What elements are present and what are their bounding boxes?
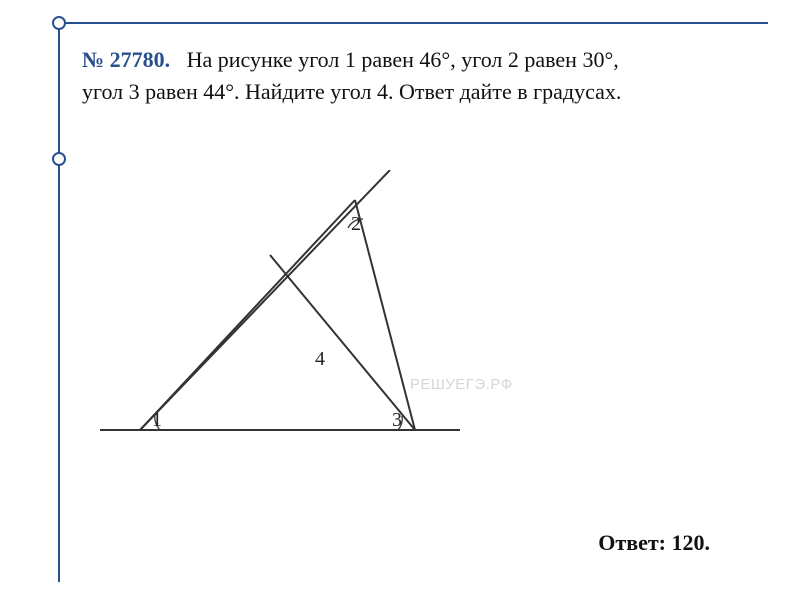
geometry-figure: 1 2 3 4 [80, 170, 500, 480]
cevian-from-B [140, 170, 390, 430]
frame-dot-top [52, 16, 66, 30]
problem-statement: № 27780. На рисунке угол 1 равен 46°, уг… [82, 44, 752, 108]
label-1: 1 [152, 409, 162, 431]
frame-top [58, 22, 768, 24]
frame-dot-left [52, 152, 66, 166]
problem-number: № 27780. [82, 47, 170, 72]
label-2: 2 [351, 213, 361, 235]
label-4: 4 [315, 348, 325, 370]
label-3: 3 [392, 409, 402, 431]
answer: Ответ: 120. [598, 530, 710, 556]
frame-left [58, 22, 60, 582]
problem-text-1: На рисунке угол 1 равен 46°, угол 2 раве… [187, 47, 619, 72]
side-CA [355, 200, 415, 430]
cevian-from-C [270, 255, 415, 430]
problem-text-2: угол 3 равен 44°. Найдите угол 4. Ответ … [82, 79, 621, 104]
